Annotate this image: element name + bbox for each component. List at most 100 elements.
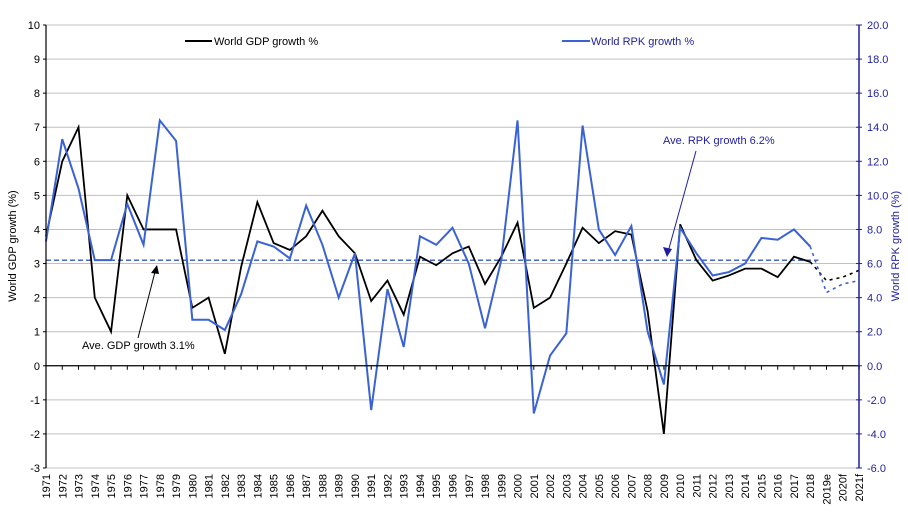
x-tick-label: 1988 [317,474,329,498]
x-tick-label: 2020f [838,473,850,501]
series-forecast-gdp [809,261,860,282]
x-tick-label: 2018 [805,474,817,498]
x-tick-label: 2010 [675,474,687,498]
y-tick-label-right: -4.0 [867,429,886,441]
annotation-gdp: Ave. GDP growth 3.1% [82,265,195,352]
x-tick-label: 2003 [561,474,573,498]
y-axis-title-right: World RPK growth (%) [890,191,902,301]
x-tick-label: 1977 [139,474,151,498]
y-tick-label-right: 2.0 [867,327,882,339]
annotation-rpk-text: Ave. RPK growth 6.2% [663,135,775,147]
series-line-gdp [45,123,811,435]
gridlines [46,24,859,469]
x-tick-label: 1992 [382,474,394,498]
x-tick-label: 2000 [513,474,525,498]
y-tick-label-left: 4 [34,224,40,236]
x-tick-label: 1999 [496,474,508,498]
x-tick-label: 1996 [448,474,460,498]
x-tick-label: 2005 [594,474,606,498]
annotation-gdp-text: Ave. GDP growth 3.1% [82,340,195,352]
x-tick-label: 2011 [691,474,703,498]
x-tick-label: 2002 [545,474,557,498]
y-tick-label-left: 10 [28,20,40,32]
annotation-rpk-arrow [667,150,697,253]
y-tick-label-right: -2.0 [867,395,886,407]
y-tick-label-left: 6 [34,156,40,168]
legend: World GDP growth % World RPK growth % [185,36,694,48]
y-tick-label-right: 0.0 [867,361,882,373]
annotation-gdp-arrow [137,267,157,339]
x-tick-label: 1971 [41,474,53,498]
y-tick-label-left: -3 [30,463,40,475]
x-tick-label: 1994 [415,474,427,498]
x-tick-label: 2015 [756,474,768,498]
x-tick-label: 2012 [708,474,720,498]
x-tick-label: 1985 [269,474,281,498]
y-tick-label-right: 16.0 [867,88,888,100]
y-tick-label-right: 10.0 [867,190,888,202]
x-tick-label: 2001 [529,474,541,498]
x-tick-label: 1990 [350,474,362,498]
x-tick-label: 1993 [399,474,411,498]
series-line-rpk [45,117,811,414]
x-tick-label: 1978 [155,474,167,498]
x-tick-label: 2021f [854,473,866,501]
legend-label-rpk: World RPK growth % [591,36,694,48]
x-tick-label: 2007 [626,474,638,498]
y-tick-label-right: 12.0 [867,156,888,168]
x-tick-label: 1972 [57,474,69,498]
y-tick-label-left: 2 [34,293,40,305]
y-tick-label-right: 4.0 [867,293,882,305]
y-tick-label-left: 3 [34,259,40,271]
y-tick-label-right: 20.0 [867,20,888,32]
x-tick-label: 2016 [773,474,785,498]
x-tick-label: 2013 [724,474,736,498]
x-tick-label: 1984 [252,474,264,498]
y-tick-label-right: 6.0 [867,259,882,271]
right-axis-ticks: 20.0 18.0 16.0 14.0 12.0 10.0 8.0 6.0 4.0 2.0 0.0 -… [856,20,888,475]
y-tick-label-left: -1 [30,395,40,407]
x-tick-label: 1980 [187,474,199,498]
x-tick-label: 1979 [171,474,183,498]
y-tick-label-left: 1 [34,327,40,339]
x-tick-label: 1973 [74,474,86,498]
x-tick-label: 1986 [285,474,297,498]
y-tick-label-left: -2 [30,429,40,441]
x-tick-label: 1995 [431,474,443,498]
x-tick-label: 2004 [578,474,590,498]
x-tick-label: 2019e [821,474,833,505]
y-tick-label-right: -6.0 [867,463,886,475]
x-tick-label: 1998 [480,474,492,498]
x-tick-label: 1983 [236,474,248,498]
annotation-rpk-arrowhead [663,247,672,257]
y-tick-label-left: 0 [34,361,40,373]
y-tick-label-left: 8 [34,88,40,100]
x-tick-label: 1991 [366,474,378,498]
axes [43,24,860,469]
x-tick-label: 2008 [643,474,655,498]
x-tick-label: 1997 [464,474,476,498]
x-tick-label: 2017 [789,474,801,498]
series-forecast-rpk [809,246,860,294]
x-axis-ticks: 1971 1972 1973 1974 1975 1976 1977 1978 1979 1980… [41,365,866,505]
x-tick-label: 1981 [204,474,216,498]
x-tick-label: 1976 [122,474,134,498]
annotation-gdp-arrowhead [151,265,159,274]
legend-label-gdp: World GDP growth % [214,36,318,48]
annotation-rpk: Ave. RPK growth 6.2% [663,135,775,257]
y-tick-label-left: 5 [34,190,40,202]
series-layer [45,117,860,435]
y-tick-label-right: 18.0 [867,54,888,66]
x-tick-label: 1989 [334,474,346,498]
y-tick-label-left: 7 [34,122,40,134]
y-tick-label-right: 8.0 [867,224,882,236]
y-tick-label-left: 9 [34,54,40,66]
y-tick-label-right: 14.0 [867,122,888,134]
y-axis-title-left: World GDP growth (%) [7,190,19,301]
x-tick-label: 1982 [220,474,232,498]
x-tick-label: 1987 [301,474,313,498]
x-tick-label: 1975 [106,474,118,498]
x-tick-label: 2014 [740,474,752,498]
x-tick-label: 1974 [90,474,102,498]
